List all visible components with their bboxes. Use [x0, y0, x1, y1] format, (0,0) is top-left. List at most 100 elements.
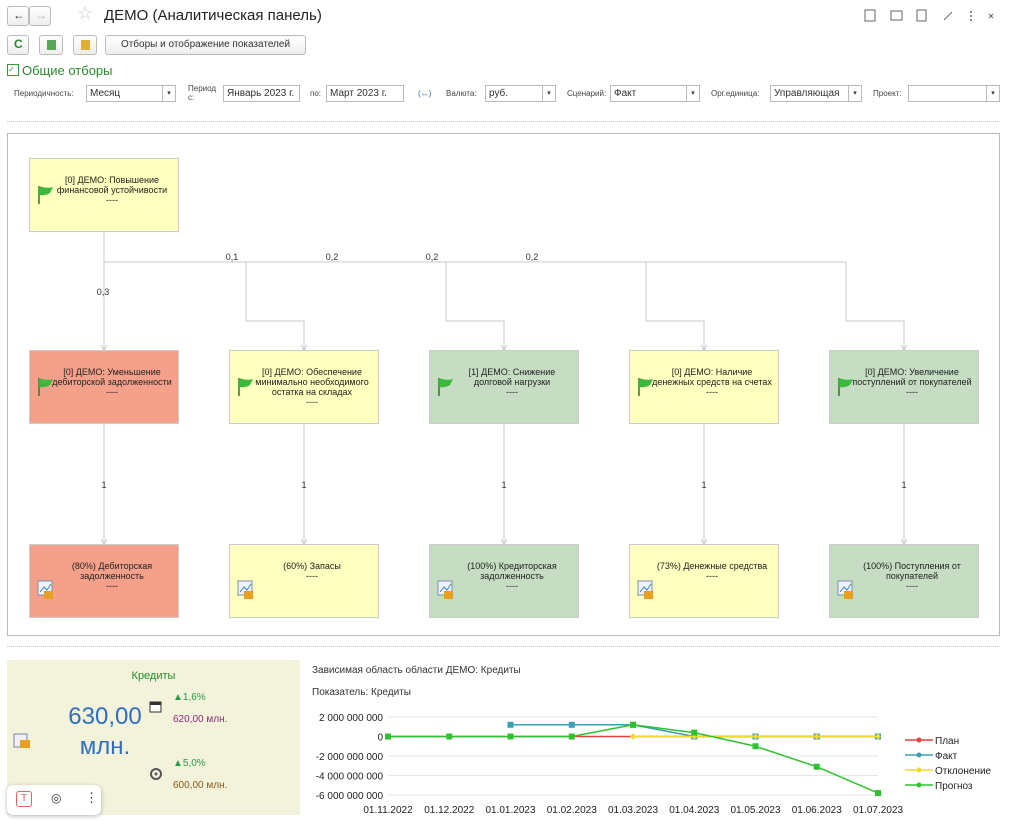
edge-weight: 0,2 [526, 252, 539, 262]
dropdown-arrow: ▾ [848, 86, 861, 101]
camera-tool[interactable]: ◎ [51, 791, 62, 805]
node-text: (60%) Запасы ---- [250, 561, 374, 581]
kpi-icon [13, 733, 30, 748]
edge [245, 262, 305, 350]
node-label: [0] ДЕМО: Уменьшение дебиторской задолже… [52, 367, 172, 387]
refresh-button[interactable]: C [7, 35, 29, 55]
diagram: 0,3 1 0,1 1 0,2 1 0,2 1 0,2 1 [0] ДЕМО: Повышение … [7, 133, 1000, 636]
export-button[interactable] [39, 35, 63, 55]
point [752, 733, 759, 740]
filter-label: Периодичность: [14, 89, 74, 98]
node-icon [638, 378, 653, 396]
point [875, 733, 881, 740]
node: (100%) Поступления от покупателей ---- [829, 544, 979, 618]
node-status: ---- [106, 387, 118, 397]
print-icon[interactable] [890, 10, 903, 21]
window-icons [864, 9, 994, 22]
filter-label: Орг.единица: [711, 89, 760, 98]
back-button[interactable]: ← [7, 6, 29, 26]
node-text: (100%) Поступления от покупателей ---- [850, 561, 974, 591]
filter-value: Январь 2023 г. [227, 88, 295, 99]
icon [644, 591, 653, 599]
edge [445, 262, 505, 350]
edge-weight: 1 [101, 480, 106, 490]
node-label: (80%) Дебиторская задолженность [71, 561, 153, 581]
collapse-toggle[interactable]: ✓ [7, 64, 19, 76]
import-button[interactable] [73, 35, 97, 55]
filter-field[interactable]: Январь 2023 г. [223, 85, 300, 102]
edge-weight: 1 [501, 480, 506, 490]
edge-weight: 0,2 [326, 252, 339, 262]
filter-field[interactable]: руб. ▾ [485, 85, 556, 102]
node-text: [0] ДЕМО: Обеспечение минимально необход… [250, 367, 374, 407]
forward-button[interactable]: → [29, 6, 51, 26]
legend-label: Факт [935, 751, 958, 762]
node-icon [37, 580, 53, 599]
point [813, 733, 820, 740]
icon [239, 583, 252, 593]
node: [0] ДЕМО: Наличие денежных средств на сч… [629, 350, 779, 424]
filter-value: руб. [489, 88, 509, 99]
node-label: [0] ДЕМО: Наличие денежных средств на сч… [652, 367, 772, 387]
node-icon [837, 580, 853, 599]
edge-weight: 0,3 [97, 287, 110, 297]
point [813, 763, 820, 770]
node: (80%) Дебиторская задолженность ---- [29, 544, 179, 618]
plan-change: ▲1,6% [173, 692, 206, 703]
plan-value: 620,00 млн. [173, 714, 228, 725]
filter-row: Периодичность: Месяц ▾ Период с: Январь 2023… [0, 82, 1014, 107]
filters-button[interactable]: Отборы и отображение показателей [105, 35, 306, 55]
node-icon [437, 580, 453, 599]
filter-field[interactable]: ▾ [908, 85, 1000, 102]
target-value: 600,00 млн. [173, 780, 228, 791]
node-label: [1] ДЕМО: Снижение долговой нагрузки [468, 367, 556, 387]
filters-title[interactable]: Общие отборы [22, 63, 113, 78]
filter-field[interactable]: Управляющая ▾ [770, 85, 862, 102]
icon [839, 378, 853, 388]
preview-icon[interactable] [916, 9, 927, 22]
icon [444, 591, 453, 599]
x-tick-label: 01.11.2022 [363, 805, 413, 816]
x-tick-label: 01.06.2023 [792, 805, 842, 816]
target-icon [150, 768, 162, 780]
icon [239, 378, 253, 388]
node: [0] ДЕМО: Увеличение поступлений от поку… [829, 350, 979, 424]
icon [844, 591, 853, 599]
node-label: (100%) Кредиторская задолженность [467, 561, 557, 581]
node-icon [38, 186, 53, 204]
point [446, 733, 453, 740]
node-label: (60%) Запасы [283, 561, 341, 571]
x-tick-label: 01.02.2023 [547, 805, 597, 816]
node-icon [237, 580, 253, 599]
edge-weight: 1 [901, 480, 906, 490]
close-icon[interactable] [988, 13, 994, 19]
node: (60%) Запасы ---- [229, 544, 379, 618]
y-tick-label: 2 000 000 000 [319, 713, 383, 724]
edges: 0,3 1 0,1 1 0,2 1 0,2 1 0,2 1 [97, 232, 908, 545]
period-swap[interactable]: (↔) [418, 89, 432, 98]
icon [839, 583, 852, 593]
filter-field[interactable]: Март 2023 г. [326, 85, 404, 102]
point [507, 721, 514, 728]
filter-value: Факт [614, 88, 637, 99]
filter-value: Март 2023 г. [330, 88, 387, 99]
favorite-star[interactable]: ☆ [77, 3, 94, 23]
more-tool[interactable]: ⋮ [85, 790, 98, 805]
node-icon [637, 580, 653, 599]
node: [0] ДЕМО: Обеспечение минимально необход… [229, 350, 379, 424]
node-label: [0] ДЕМО: Обеспечение минимально необход… [255, 367, 369, 397]
link-icon[interactable] [943, 11, 953, 21]
filter-field[interactable]: Факт ▾ [610, 85, 700, 102]
menu-icon[interactable] [970, 11, 972, 13]
icon [439, 583, 452, 593]
separator [7, 646, 1000, 647]
filter-field[interactable]: Месяц ▾ [86, 85, 176, 102]
node-icon [838, 378, 853, 396]
text-tool[interactable]: T [16, 791, 32, 807]
chart-title: Зависимая область области ДЕМО: Кредиты [312, 664, 521, 676]
save-icon[interactable] [864, 9, 876, 22]
filter-label: Сценарий: [567, 89, 607, 98]
node-status: ---- [706, 571, 718, 581]
node-label: [0] ДЕМО: Увеличение поступлений от поку… [852, 367, 972, 387]
